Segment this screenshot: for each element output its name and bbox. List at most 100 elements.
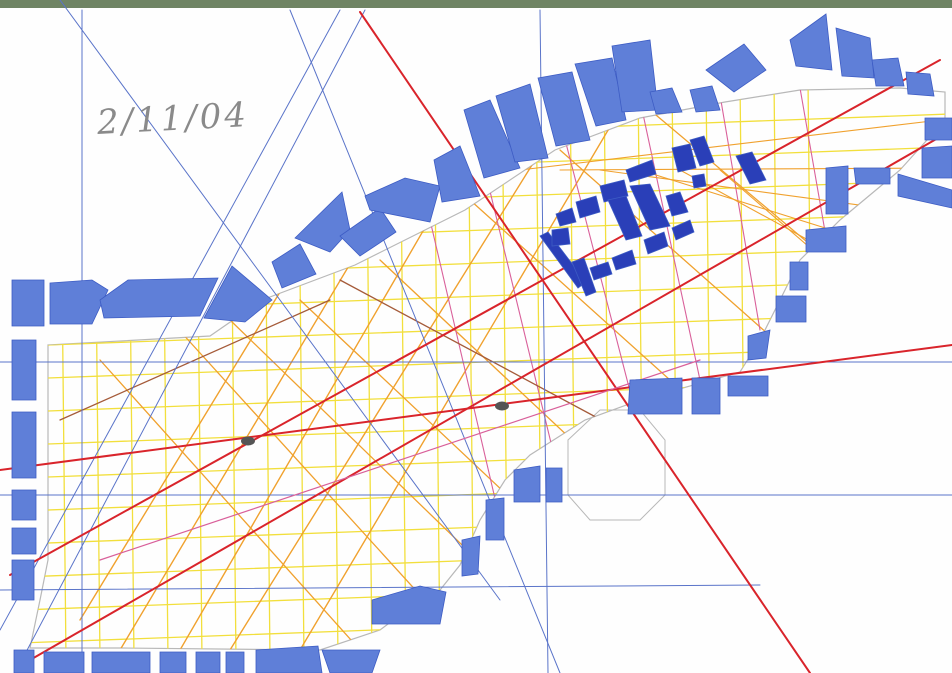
yellow-grid-line <box>569 88 577 650</box>
campus-building <box>575 195 601 219</box>
red-axis-line <box>9 59 941 576</box>
campus-building <box>555 207 577 227</box>
building-block <box>905 71 935 97</box>
orange-diagonal-line <box>229 119 561 650</box>
campus-building <box>665 191 689 217</box>
pink-axis-line <box>99 359 701 561</box>
building-block <box>91 651 151 673</box>
building-block <box>691 377 721 415</box>
top-frame-band <box>0 0 952 8</box>
yellow-grid-line <box>30 509 945 545</box>
yellow-grid-line <box>93 88 101 650</box>
yellow-grid-line <box>59 88 67 650</box>
yellow-grid-line <box>705 88 713 650</box>
yellow-grid-line <box>773 88 781 650</box>
building-block <box>461 535 481 577</box>
orange-grid-line <box>519 119 941 171</box>
building-block <box>649 87 683 115</box>
building-block <box>11 527 37 555</box>
building-block <box>225 651 245 673</box>
building-block <box>371 585 447 625</box>
building-block <box>825 165 849 215</box>
pink-grid-line <box>429 219 501 521</box>
building-block <box>921 145 952 179</box>
building-block <box>513 465 541 503</box>
building-block <box>747 329 771 361</box>
building-block <box>203 265 273 323</box>
building-block <box>49 279 109 325</box>
yellow-grid-line <box>297 88 305 650</box>
building-block <box>705 43 767 93</box>
building-block <box>339 207 397 257</box>
orange-grid-line <box>639 169 941 265</box>
yellow-grid-line <box>30 476 945 512</box>
yellow-grid-line <box>807 88 815 650</box>
yellow-grid-line <box>161 88 169 650</box>
campus-building <box>625 159 657 183</box>
building-block <box>364 177 441 223</box>
campus-building <box>671 219 695 241</box>
yellow-grid-line <box>331 88 339 650</box>
yellow-grid-line <box>30 575 945 611</box>
building-block <box>13 649 35 673</box>
campus-building <box>599 179 629 203</box>
building-block <box>871 57 905 87</box>
campus-building <box>629 183 671 231</box>
campus-building <box>571 257 597 297</box>
campus-building <box>691 173 707 189</box>
building-block <box>574 57 627 127</box>
pink-grid-line <box>639 99 701 381</box>
building-block <box>897 173 952 209</box>
building-block <box>835 27 875 79</box>
blue-diagonal-line <box>59 0 501 601</box>
building-block <box>789 13 833 71</box>
yellow-grid-line <box>30 410 945 446</box>
building-block <box>99 277 219 319</box>
building-block <box>463 99 521 179</box>
building-block <box>924 117 952 141</box>
campus-building <box>589 261 613 281</box>
campus-building <box>689 135 715 167</box>
red-axis-line <box>29 129 952 661</box>
red-axis-line <box>0 344 952 471</box>
pink-grid-line <box>719 94 761 331</box>
building-block <box>537 71 591 147</box>
point-marker <box>241 436 255 446</box>
campus-building <box>611 249 637 271</box>
yellow-grid-line <box>365 88 373 650</box>
building-block <box>43 651 85 673</box>
building-block <box>11 279 45 327</box>
building-block <box>545 467 563 503</box>
building-block <box>321 649 381 673</box>
orange-diagonal-line <box>299 109 621 650</box>
building-block <box>11 411 37 479</box>
building-block <box>485 497 505 541</box>
red-axis-line <box>359 11 811 673</box>
brown-guide-line <box>339 279 621 431</box>
brown-guide-line <box>59 299 331 421</box>
building-block <box>495 83 549 163</box>
building-block <box>294 191 351 253</box>
yellow-grid-line <box>30 542 945 578</box>
date-annotation: 2/11/04 <box>96 95 250 143</box>
building-block <box>689 85 721 113</box>
campus-building <box>671 143 697 173</box>
orange-diagonal-line <box>99 359 361 650</box>
yellow-grid-line <box>195 88 203 650</box>
blue-diagonal-line <box>289 9 561 673</box>
building-block <box>775 295 807 323</box>
campus-building <box>551 227 571 247</box>
building-block <box>271 243 317 289</box>
building-block <box>433 145 481 203</box>
blue-guide-line <box>539 9 549 673</box>
point-markers <box>241 401 509 446</box>
yellow-grid-line <box>30 608 945 644</box>
blue-diagonal-line <box>14 9 366 673</box>
building-block <box>255 645 323 673</box>
building-block <box>195 651 221 673</box>
point-marker <box>495 401 509 411</box>
pink-grid-line <box>479 149 561 481</box>
building-block <box>805 225 847 253</box>
campus-building <box>735 151 767 185</box>
